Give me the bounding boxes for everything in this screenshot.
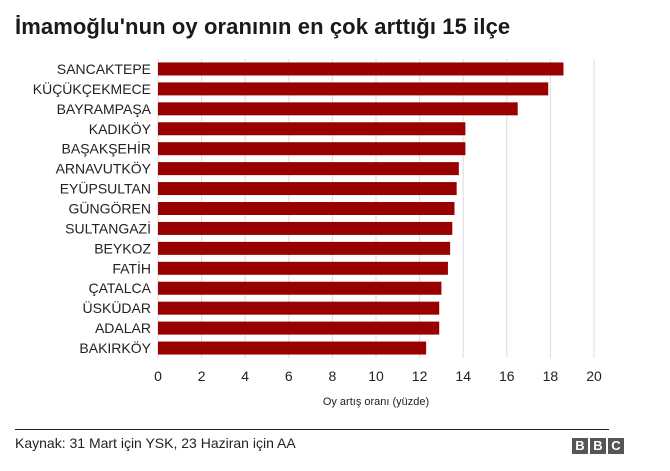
chart-title: İmamoğlu'nun oy oranının en çok arttığı … <box>15 14 511 39</box>
category-label: SANCAKTEPE <box>57 61 151 77</box>
bar <box>158 221 453 235</box>
category-label: BAYRAMPAŞA <box>57 101 152 117</box>
bar <box>158 202 455 215</box>
logo-letter: B <box>590 438 606 454</box>
bar <box>158 162 459 176</box>
source-note: Kaynak: 31 Mart için YSK, 23 Haziran içi… <box>15 435 296 451</box>
bar <box>158 82 549 96</box>
category-label: KADIKÖY <box>89 120 152 137</box>
x-tick-label: 10 <box>368 368 384 384</box>
category-label: GÜNGÖREN <box>69 200 151 217</box>
x-tick-label: 0 <box>154 368 162 384</box>
bar <box>158 281 442 295</box>
x-tick-label: 16 <box>499 368 515 384</box>
bar <box>158 102 518 116</box>
bar <box>158 142 466 156</box>
bar <box>158 182 457 196</box>
category-label: FATİH <box>112 259 151 276</box>
x-tick-label: 14 <box>455 368 471 384</box>
category-label: ÜSKÜDAR <box>83 299 151 316</box>
category-label: KÜÇÜKÇEKMECE <box>33 80 151 97</box>
category-label: BAŞAKŞEHİR <box>62 140 151 157</box>
category-label: ADALAR <box>95 320 151 336</box>
category-label: SULTANGAZİ <box>65 219 151 236</box>
category-label: ÇATALCA <box>89 280 152 296</box>
x-tick-label: 12 <box>412 368 428 384</box>
category-label: EYÜPSULTAN <box>60 180 151 197</box>
category-label: ARNAVUTKÖY <box>56 160 152 177</box>
x-tick-labels: 0 2 4 6 8 10 12 14 16 18 20 <box>154 368 602 384</box>
bar <box>158 241 451 255</box>
category-label: BAKIRKÖY <box>79 339 151 356</box>
footer-divider <box>15 429 609 430</box>
bar <box>158 122 466 136</box>
bars <box>158 62 564 355</box>
bbc-logo: B B C <box>572 438 624 454</box>
bar <box>158 62 564 76</box>
x-tick-label: 8 <box>329 368 337 384</box>
category-label: BEYKOZ <box>94 240 151 256</box>
x-tick-label: 4 <box>241 368 249 384</box>
bar-chart: SANCAKTEPE KÜÇÜKÇEKMECE BAYRAMPAŞA KADIKÖY B… <box>33 59 602 408</box>
bar <box>158 341 427 355</box>
x-tick-label: 20 <box>586 368 602 384</box>
x-tick-label: 6 <box>285 368 293 384</box>
bar <box>158 321 440 335</box>
x-tick-label: 2 <box>198 368 206 384</box>
logo-letter: B <box>572 438 588 454</box>
x-tick-label: 18 <box>543 368 559 384</box>
bar <box>158 261 448 275</box>
logo-letter: C <box>608 438 624 454</box>
category-labels: SANCAKTEPE KÜÇÜKÇEKMECE BAYRAMPAŞA KADIKÖY B… <box>33 61 152 356</box>
x-axis-label: Oy artış oranı (yüzde) <box>323 396 429 408</box>
bar <box>158 301 440 315</box>
